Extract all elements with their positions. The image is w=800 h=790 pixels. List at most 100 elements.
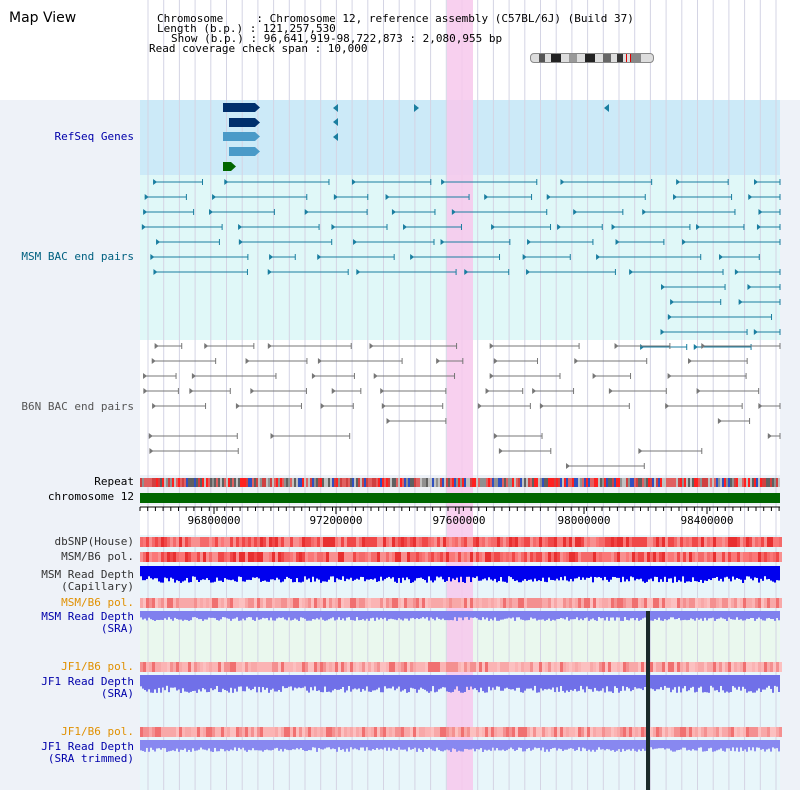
jf1-depth-sra-bar bbox=[678, 675, 680, 687]
msm-depth-sra-bar bbox=[504, 611, 506, 619]
msm-depth-sra-bar bbox=[666, 611, 668, 621]
msm-depth-sra-bar bbox=[608, 611, 610, 621]
jf1-b6-pol2-density bbox=[527, 727, 530, 737]
jf1-depth-sra-bar bbox=[704, 675, 706, 693]
track-label-refseq-genes[interactable]: RefSeq Genes bbox=[54, 130, 134, 143]
msm-b6-pol-density bbox=[326, 552, 329, 562]
jf1-depth-sra-bar bbox=[746, 675, 748, 693]
repeat-segment bbox=[484, 478, 486, 487]
track-label-jf1-b6-pol-2[interactable]: JF1/B6 pol. bbox=[61, 725, 134, 738]
msm-depth-capillary-bar bbox=[546, 566, 548, 583]
b6n-bac-end bbox=[143, 388, 148, 394]
msm-depth-sra-bar bbox=[722, 611, 724, 619]
track-label-dbsnp[interactable]: dbSNP(House) bbox=[54, 535, 134, 548]
msm-depth-capillary-bar bbox=[692, 566, 694, 578]
repeat-segment bbox=[418, 478, 420, 487]
track-label-jf1-depth-trimmed[interactable]: JF1 Read Depth (SRA trimmed) bbox=[41, 740, 134, 765]
jf1-depth-trimmed-bar bbox=[476, 740, 478, 750]
msm-depth-capillary-bar bbox=[530, 566, 532, 580]
msm-depth-capillary-bar bbox=[754, 566, 756, 578]
msm-depth-sra-bar bbox=[264, 611, 266, 619]
jf1-b6-pol-density bbox=[365, 662, 368, 672]
msm-depth-sra-bar bbox=[752, 611, 754, 619]
repeat-segment bbox=[658, 478, 660, 487]
jf1-depth-trimmed-bar bbox=[220, 740, 222, 749]
jf1-depth-trimmed-bar bbox=[144, 740, 146, 752]
track-label-msm-b6-pol-2[interactable]: MSM/B6 pol. bbox=[61, 596, 134, 609]
msm-b6-pol2-density bbox=[461, 598, 464, 608]
msm-bac-end bbox=[238, 239, 243, 245]
msm-depth-capillary-bar bbox=[394, 566, 396, 582]
repeat-segment bbox=[280, 478, 282, 487]
msm-depth-sra-bar bbox=[600, 611, 602, 619]
jf1-b6-pol-density bbox=[755, 662, 758, 672]
b6n-bac-end bbox=[191, 373, 196, 379]
msm-bac-end bbox=[403, 224, 408, 230]
msm-b6-pol2-density bbox=[176, 598, 179, 608]
track-label-jf1-b6-pol[interactable]: JF1/B6 pol. bbox=[61, 660, 134, 673]
msm-depth-sra-bar bbox=[336, 611, 338, 620]
msm-depth-sra-bar bbox=[510, 611, 512, 619]
track-label-msm-depth-capillary[interactable]: MSM Read Depth (Capillary) bbox=[41, 568, 134, 593]
jf1-b6-pol2-density bbox=[218, 727, 221, 737]
msm-depth-capillary-bar bbox=[484, 566, 486, 579]
msm-depth-capillary-bar bbox=[348, 566, 350, 580]
repeat-segment bbox=[156, 478, 158, 487]
jf1-b6-pol2-density bbox=[215, 727, 218, 737]
msm-depth-capillary-bar bbox=[718, 566, 720, 581]
dbsnp-density bbox=[608, 537, 611, 547]
msm-depth-sra-bar bbox=[288, 611, 290, 618]
jf1-depth-trimmed-bar bbox=[346, 740, 348, 749]
track-label-msm-depth-sra[interactable]: MSM Read Depth (SRA) bbox=[41, 610, 134, 635]
track-label-b6n-bac[interactable]: B6N BAC end pairs bbox=[21, 400, 134, 413]
b6n-bac-end bbox=[489, 373, 494, 379]
jf1-depth-sra-bar bbox=[776, 675, 778, 687]
msm-depth-sra-bar bbox=[718, 611, 720, 619]
msm-b6-pol-density bbox=[566, 552, 569, 562]
track-label-jf1-depth-sra[interactable]: JF1 Read Depth (SRA) bbox=[41, 675, 134, 700]
msm-b6-pol2-density bbox=[740, 598, 743, 608]
track-label-msm-b6-pol[interactable]: MSM/B6 pol. bbox=[61, 550, 134, 563]
repeat-segment bbox=[578, 478, 580, 487]
jf1-depth-trimmed-bar bbox=[608, 740, 610, 750]
jf1-depth-trimmed-bar bbox=[336, 740, 338, 752]
ideogram-band bbox=[551, 54, 561, 62]
msm-depth-sra-bar bbox=[312, 611, 314, 619]
repeat-segment bbox=[476, 478, 478, 487]
msm-b6-pol2-density bbox=[452, 598, 455, 608]
msm-depth-capillary-bar bbox=[448, 566, 450, 578]
jf1-b6-pol-density bbox=[368, 662, 371, 672]
dbsnp-density bbox=[386, 537, 389, 547]
jf1-depth-sra-bar bbox=[268, 675, 270, 693]
jf1-depth-trimmed-bar bbox=[148, 740, 150, 752]
dbsnp-density bbox=[203, 537, 206, 547]
msm-b6-pol-density bbox=[149, 552, 152, 562]
msm-bac-end bbox=[642, 209, 647, 215]
jf1-b6-pol-density bbox=[545, 662, 548, 672]
msm-depth-capillary-bar bbox=[456, 566, 458, 578]
jf1-depth-trimmed-bar bbox=[484, 740, 486, 750]
jf1-b6-pol-density bbox=[653, 662, 656, 672]
repeat-segment bbox=[426, 478, 428, 487]
jf1-b6-pol-density bbox=[467, 662, 470, 672]
track-label-msm-bac[interactable]: MSM BAC end pairs bbox=[21, 250, 134, 263]
track-label-repeat[interactable]: Repeat bbox=[94, 475, 134, 488]
repeat-segment bbox=[218, 478, 220, 487]
jf1-depth-sra-bar bbox=[724, 675, 726, 693]
track-label-chromosome[interactable]: chromosome 12 bbox=[47, 490, 134, 503]
jf1-depth-sra-bar bbox=[226, 675, 228, 691]
chromosome-ideogram[interactable] bbox=[530, 53, 654, 63]
repeat-segment bbox=[158, 478, 160, 487]
jf1-depth-trimmed-bar bbox=[386, 740, 388, 751]
jf1-depth-trimmed-bar bbox=[338, 740, 340, 748]
msm-depth-capillary-bar bbox=[422, 566, 424, 579]
msm-b6-pol-density bbox=[626, 552, 629, 562]
jf1-depth-sra-bar bbox=[534, 675, 536, 686]
dbsnp-density bbox=[329, 537, 332, 547]
msm-depth-sra-bar bbox=[294, 611, 296, 619]
jf1-depth-sra-bar bbox=[382, 675, 384, 693]
msm-depth-capillary-bar bbox=[698, 566, 700, 583]
repeat-segment bbox=[364, 478, 366, 487]
jf1-b6-pol-density bbox=[698, 662, 701, 672]
